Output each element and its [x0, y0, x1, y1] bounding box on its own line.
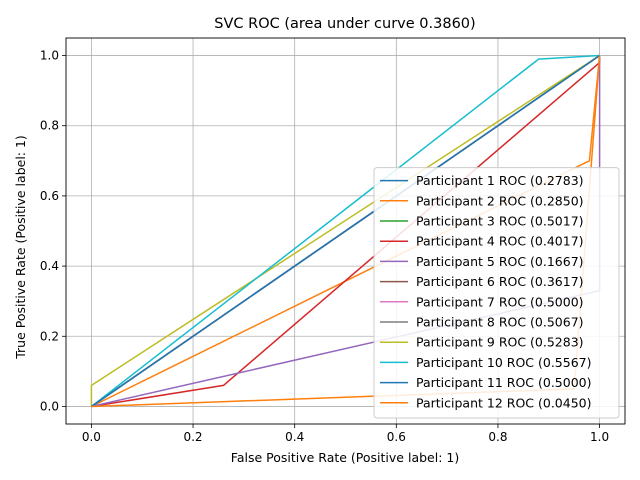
series-line-participant-9: [90, 54, 601, 407]
legend-box: [373, 167, 620, 419]
legend-label: Participant 8 ROC (0.5067): [416, 315, 584, 330]
series-line-participant-10: [90, 54, 600, 408]
y-axis-label: True Positive Rate (Positive label: 1): [13, 135, 28, 360]
x-tick-label: 0.6: [387, 430, 406, 444]
chart-title: SVC ROC (area under curve 0.3860): [214, 16, 475, 32]
x-tick-label: 0.8: [488, 430, 507, 444]
x-tick-label: 0.4: [285, 430, 304, 444]
legend-label: Participant 4 ROC (0.4017): [416, 234, 584, 249]
legend-label: Participant 9 ROC (0.5283): [416, 335, 584, 350]
x-tick-label: 0.2: [183, 430, 202, 444]
series-line-participant-11: [90, 54, 601, 408]
y-tick-label: 1.0: [40, 49, 59, 63]
y-tick-label: 0.0: [40, 399, 59, 413]
legend-label: Participant 5 ROC (0.1667): [416, 254, 584, 269]
legend-label: Participant 10 ROC (0.5567): [416, 355, 591, 370]
y-tick-label: 0.6: [40, 189, 59, 203]
x-tick-label: 1.0: [590, 430, 609, 444]
x-tick-label: 0.0: [82, 430, 101, 444]
plot-frame: [65, 37, 626, 425]
x-axis-label: False Positive Rate (Positive label: 1): [231, 450, 459, 465]
legend-label: Participant 3 ROC (0.5017): [416, 214, 584, 229]
legend-label: Participant 6 ROC (0.3617): [416, 274, 584, 289]
legend-label: Participant 12 ROC (0.0450): [416, 395, 591, 410]
ticks: 0.0 0.2 0.4 0.6 0.8 1.0 0.0 0.2 0.4 0.6 0.8 1.0: [40, 49, 609, 444]
legend-label: Participant 2 ROC (0.2850): [416, 193, 584, 208]
y-tick-label: 0.8: [40, 119, 59, 133]
legend-label: Participant 11 ROC (0.5000): [416, 375, 591, 390]
y-tick-label: 0.4: [40, 259, 59, 273]
legend: Participant 1 ROC (0.2783) Participant 2 …: [373, 167, 620, 419]
legend-label: Participant 7 ROC (0.5000): [416, 294, 584, 309]
legend-label: Participant 1 ROC (0.2783): [416, 173, 584, 188]
y-tick-label: 0.2: [40, 329, 59, 343]
